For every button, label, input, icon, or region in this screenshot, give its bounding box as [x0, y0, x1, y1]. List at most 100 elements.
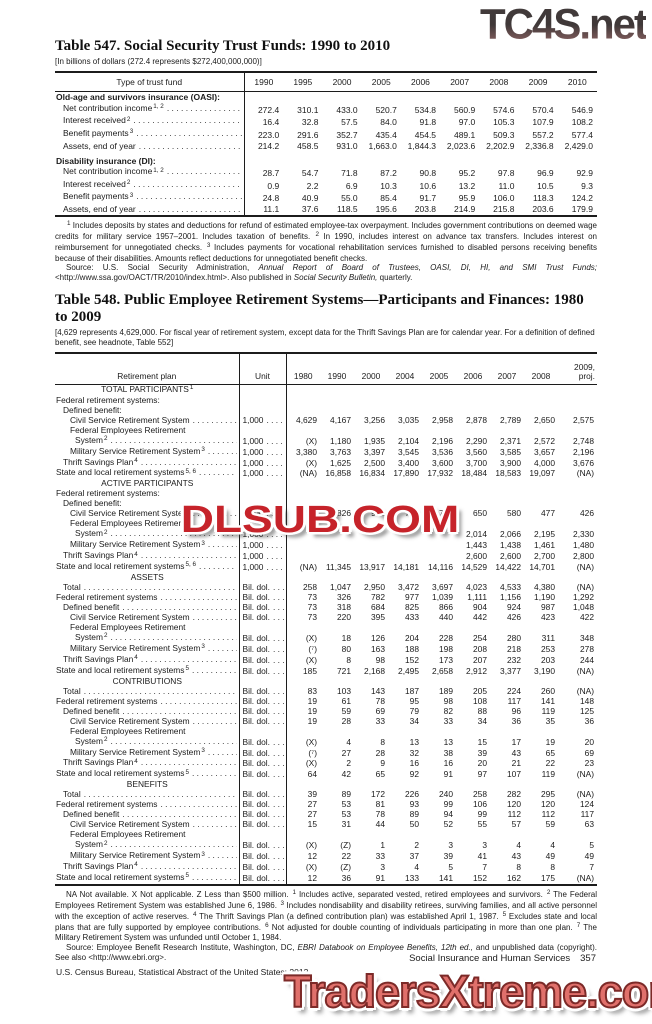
value-cell: 12	[285, 851, 320, 863]
value-cell	[388, 830, 422, 840]
value-cell: 34	[477, 715, 487, 726]
value-cell	[524, 479, 558, 489]
value-cell: 36	[511, 715, 521, 726]
value-cell: 61	[341, 695, 351, 706]
row-label: Military Service Retirement System3	[55, 850, 239, 862]
group-row: Disability insurance (DI):	[55, 151, 597, 167]
value-cell: 2,800	[573, 551, 594, 562]
row-label: State and local retirement systems5	[55, 768, 239, 780]
data-row: Thrift Savings Plan41,000 2,600 2,600 2,700…	[55, 550, 597, 563]
row-label: System2	[55, 839, 239, 851]
value-cell: 788	[405, 508, 419, 519]
value-cell: 126	[371, 632, 385, 643]
value-cell: 2,195	[534, 529, 555, 540]
value-cell: 3,763	[330, 446, 351, 457]
value-cell: 17,932	[427, 468, 453, 479]
header-row: Retirement plan Unit 1980 1990 2000 2004 2005 2…	[55, 351, 597, 385]
value-cell: 4,000	[534, 457, 555, 468]
value-cell	[285, 551, 320, 563]
value-cell: 2,600	[466, 551, 487, 562]
value-cell: 98	[375, 654, 385, 665]
value-cell: 2,700	[534, 551, 555, 562]
value-cell: 1,443	[466, 540, 487, 551]
value-cell: 133	[388, 872, 422, 886]
row-label: Military Service Retirement System3	[55, 747, 239, 759]
value-cell: 42	[341, 769, 351, 780]
unit-cell	[238, 395, 286, 406]
value-cell: 91.7	[419, 193, 437, 204]
value-cell: 8	[346, 654, 351, 665]
value-cell: 124.2	[571, 193, 593, 204]
unit-cell	[238, 830, 286, 841]
value-cell	[456, 396, 490, 406]
unit-cell: Bil. dol.	[238, 747, 286, 759]
value-cell	[388, 479, 422, 489]
value-cell: 98	[443, 695, 453, 706]
value-cell: 73	[285, 612, 320, 623]
data-row: Thrift Savings Plan4Bil. dol.(X) 2 9 16 16 20…	[55, 758, 597, 770]
unit-cell: 1,000	[238, 468, 286, 480]
value-cell: 71.8	[341, 168, 358, 179]
row-label: Federal retirement systems:	[56, 394, 160, 405]
value-cell: 120	[507, 799, 521, 810]
value-cell: 124	[580, 799, 594, 810]
value-cell: 204	[405, 632, 419, 643]
value-cell: 16.4	[243, 115, 284, 128]
running-head: Social Insurance and Human Services 357	[409, 953, 596, 964]
value-cell: 1,190	[534, 592, 555, 603]
data-row: Military Service Retirement System3Bil. …	[55, 747, 597, 759]
value-cell	[558, 489, 597, 499]
value-cell: 84.0	[380, 117, 397, 128]
value-cell	[322, 91, 361, 103]
unit-cell: Bil. dol.	[238, 862, 286, 873]
value-cell: 489.1	[453, 129, 476, 140]
header-row: Type of trust fund 1990 1995 2000 2005 2006 20…	[55, 70, 597, 92]
value-cell: 2,104	[398, 435, 419, 446]
data-row: TotalBil. dol.83 103 143 187 189 205 224 260 (NA…	[55, 686, 597, 697]
value-cell: 82	[443, 705, 453, 716]
value-cell: 39	[443, 851, 453, 862]
value-cell: 119	[541, 705, 555, 716]
column-header-year: 2004	[388, 351, 422, 385]
value-cell: 1,111	[467, 592, 487, 603]
value-cell: 295	[541, 789, 555, 800]
value-cell: 2,572	[534, 435, 555, 446]
value-cell: (X)	[285, 862, 320, 873]
value-cell: 36	[584, 715, 594, 726]
value-cell: 2,168	[364, 665, 385, 676]
data-row: Civil Service Retirement SystemBil. dol.…	[55, 819, 597, 831]
value-cell	[283, 151, 322, 166]
value-cell: 19	[285, 696, 320, 707]
unit-cell: 1,000	[238, 446, 286, 458]
value-cell: (X)	[285, 435, 320, 447]
value-cell: 87.2	[380, 168, 397, 179]
row-label: Civil Service Retirement System	[55, 819, 239, 830]
value-cell	[422, 384, 456, 395]
value-cell: 2,789	[500, 414, 521, 425]
value-cell	[422, 727, 456, 737]
value-cell: (⁷)	[285, 747, 320, 759]
value-cell: 203	[541, 654, 555, 665]
value-cell: 18	[341, 632, 351, 643]
group-row: Defined benefit:	[55, 405, 597, 416]
value-cell: 59	[341, 705, 351, 716]
value-cell: 8	[550, 862, 555, 873]
column-header-year: 2007	[490, 351, 524, 385]
unit-cell: Bil. dol.	[238, 736, 286, 748]
value-cell: 3,472	[398, 582, 419, 593]
value-cell	[285, 425, 320, 436]
row-label: Civil Service Retirement System	[55, 415, 239, 426]
unit-cell: Bil. dol.	[238, 809, 286, 821]
data-row: Military Service Retirement System3Bil. …	[55, 643, 597, 655]
value-cell	[558, 396, 597, 406]
unit-cell: 1,000	[238, 509, 286, 520]
value-cell: 442	[473, 612, 487, 623]
value-cell: 4	[516, 840, 521, 851]
value-cell: 152	[405, 654, 419, 665]
page-content: Table 547. Social Security Trust Funds: …	[55, 38, 597, 963]
row-label: Thrift Savings Plan4	[55, 654, 239, 666]
value-cell: 5	[448, 862, 453, 873]
table-547-footnotes: 1 Includes deposits by states and deduct…	[55, 220, 598, 263]
column-header-year: 2005	[361, 70, 401, 92]
value-cell	[285, 499, 320, 510]
